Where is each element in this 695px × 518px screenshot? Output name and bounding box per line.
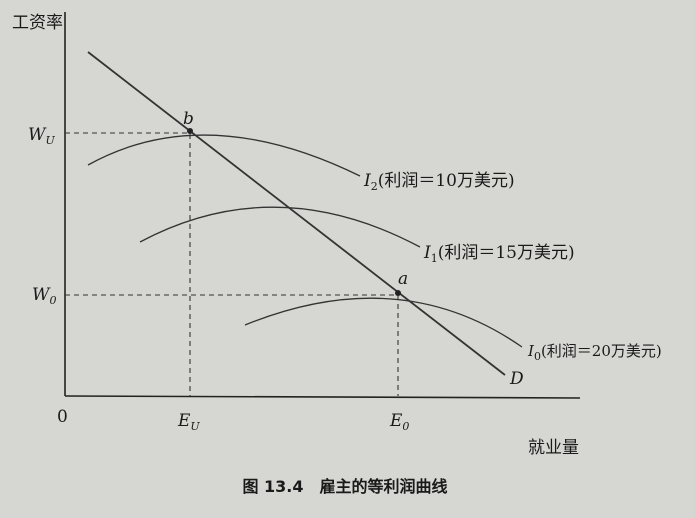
level-label: WU [28, 125, 55, 147]
curve-sub: 1 [431, 252, 438, 265]
x-axis [64, 395, 581, 399]
label-sub: 0 [402, 420, 409, 433]
curve-symbol: I [423, 243, 431, 263]
level-label: E0 [389, 411, 409, 433]
curve-sub: 2 [371, 180, 378, 193]
label-base: W [32, 285, 51, 305]
curve-label: I1(利润＝15万美元) [423, 243, 575, 265]
isoprofit-curve [87, 134, 361, 177]
curve-label: I0(利润＝20万美元) [527, 342, 662, 363]
y-axis-label: 工资率 [12, 13, 63, 33]
point-label: b [183, 109, 194, 129]
curve-sub: 0 [534, 350, 541, 363]
curve-text: (利润＝10万美元) [378, 171, 515, 191]
curve-text: (利润＝20万美元) [541, 342, 662, 360]
label-base: E [177, 411, 191, 431]
label-sub: 0 [49, 294, 56, 307]
label-base: E [389, 411, 403, 431]
caption: 图 13.4 雇主的等利润曲线 [242, 477, 447, 496]
curve-symbol: I [527, 342, 535, 360]
label-sub: U [190, 420, 200, 433]
point-label: a [398, 269, 408, 289]
demand-line [87, 51, 506, 376]
label-sub: U [45, 134, 55, 147]
origin-label: 0 [57, 407, 68, 427]
curve-symbol: I [363, 171, 371, 191]
demand-label: D [509, 369, 524, 389]
point [187, 128, 193, 134]
point [395, 290, 401, 296]
guide-line [65, 132, 191, 396]
isoprofit-curve [244, 297, 523, 348]
isoprofit-curve [139, 206, 421, 248]
curve-text: (利润＝15万美元) [438, 243, 575, 263]
level-label: W0 [32, 285, 56, 307]
curve-label: I2(利润＝10万美元) [363, 171, 515, 193]
x-axis-label: 就业量 [528, 438, 579, 458]
level-label: EU [177, 411, 200, 433]
label-base: W [28, 125, 47, 145]
